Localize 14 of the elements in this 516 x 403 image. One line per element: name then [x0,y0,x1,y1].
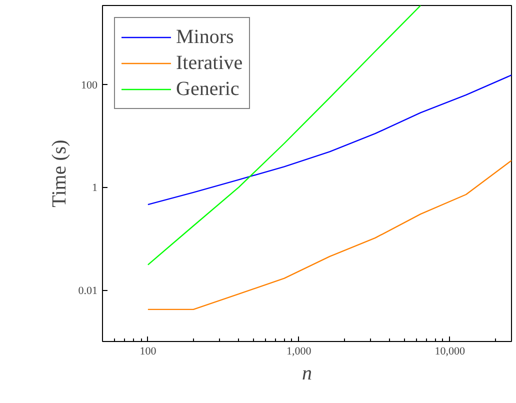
line-series [147,160,512,310]
y-tick-label: 100 [81,79,98,92]
x-tick-label: 10,000 [434,346,466,358]
x-tick-label: 100 [140,346,157,358]
legend-label: Minors [176,24,234,50]
legend-label: Generic [176,76,240,102]
y-tick-label: 1 [92,182,98,194]
x-tick-label: 1,000 [286,346,312,358]
line-series [147,6,422,266]
y-tick-label: 0.01 [78,285,98,298]
y-axis-title: Time (s) [48,140,70,208]
x-axis-title: n [302,362,312,384]
legend-label: Iterative [176,50,243,76]
line-series [147,74,512,206]
